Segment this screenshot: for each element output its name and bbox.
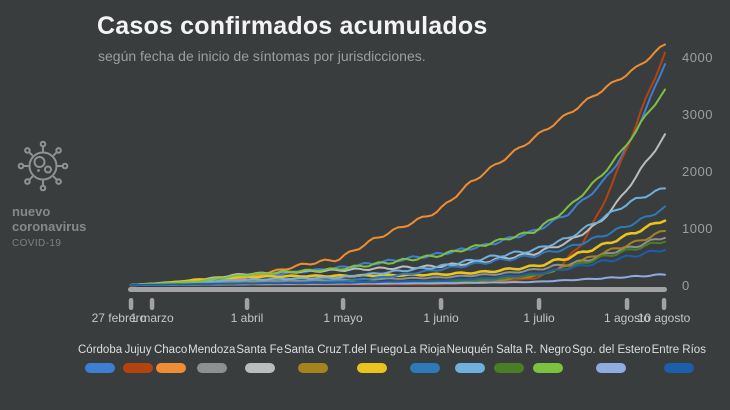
legend-label: Santa Fe (236, 344, 284, 356)
coronavirus-icon (17, 140, 69, 192)
legend-item-córdoba: Córdoba (78, 344, 122, 373)
timeline-bar (128, 287, 667, 292)
series-line-neuquén (130, 187, 666, 286)
legend-item-sgo-del-estero: Sgo. del Estero (572, 344, 651, 373)
legend-item-mendoza: Mendoza (188, 344, 235, 373)
brand-line-nuevo: nuevo (12, 204, 51, 219)
legend-color-swatch (357, 363, 388, 373)
legend-label: T.del Fuego (342, 344, 403, 356)
legend-color-swatch (196, 363, 227, 373)
legend-item-chaco: Chaco (154, 344, 187, 373)
legend-color-swatch (155, 363, 186, 373)
date-tick-mark (536, 298, 542, 310)
date-tick-mark (149, 298, 155, 310)
legend-label: La Rioja (403, 344, 446, 356)
date-tick-mark (128, 298, 134, 310)
legend-color-swatch (533, 363, 564, 373)
y-axis-tick-label: 3000 (682, 107, 713, 122)
legend-label: Chaco (153, 344, 188, 356)
legend-color-swatch (454, 363, 485, 373)
legend-item-la-rioja: La Rioja (403, 344, 446, 373)
y-axis-tick-label: 0 (682, 278, 690, 293)
date-tick-mark (624, 298, 630, 310)
series-line-r-negro (130, 88, 666, 286)
legend-item-t-del-fuego: T.del Fuego (342, 344, 403, 373)
legend-color-swatch (494, 363, 525, 373)
legend-item-r-negro: R. Negro (525, 344, 571, 373)
legend-label: Salta (496, 344, 523, 356)
legend-color-swatch (244, 363, 275, 373)
date-tick-mark (438, 298, 444, 310)
series-line-chaco (130, 43, 666, 286)
legend-label: Córdoba (78, 344, 123, 356)
date-label-27-febrero: 27 febrero (91, 311, 147, 325)
legend-label: Jujuy (124, 344, 152, 356)
legend-item-santa-fe: Santa Fe (236, 344, 283, 373)
date-tick-mark (661, 298, 667, 310)
page-title: Casos confirmados acumulados (97, 12, 488, 40)
series-line-la-rioja (130, 205, 666, 286)
legend-label: Sgo. del Estero (572, 344, 651, 356)
date-label-1-julio: 1 julio (523, 311, 555, 325)
legend-color-swatch (409, 363, 440, 373)
brand-line-covid19: COVID-19 (12, 238, 62, 249)
legend-label: Mendoza (188, 344, 236, 356)
legend-color-swatch (596, 363, 627, 373)
legend-item-entre-ríos: Entre Ríos (652, 344, 706, 373)
y-axis-tick-label: 2000 (682, 164, 713, 179)
series-line-mendoza (130, 236, 666, 286)
legend-label: Santa Cruz (283, 344, 342, 356)
date-label-1-agosto: 1 agosto (603, 311, 651, 325)
legend-label: Entre Ríos (651, 344, 706, 356)
date-label-10-agosto: 10 agosto (637, 311, 691, 325)
legend-item-salta: Salta (494, 344, 525, 373)
legend-item-jujuy: Jujuy (123, 344, 154, 373)
legend-color-swatch (123, 363, 154, 373)
series-line-entre-ríos (130, 249, 666, 286)
legend-color-swatch (85, 363, 116, 373)
legend-label: Neuquén (446, 344, 494, 356)
legend-color-swatch (663, 363, 694, 373)
legend-color-swatch (297, 363, 328, 373)
y-axis-tick-label: 4000 (682, 50, 713, 65)
date-tick-mark (244, 298, 250, 310)
jurisdictions-legend: Córdoba Jujuy Chaco Mendoza Santa Fe Santa Cr… (78, 344, 706, 373)
legend-label: R. Negro (525, 344, 572, 356)
date-label-1-junio: 1 junio (423, 311, 459, 325)
series-line-jujuy (130, 51, 666, 286)
page-subtitle: según fecha de inicio de síntomas por ju… (98, 48, 426, 64)
date-label-1-mayo: 1 mayo (323, 311, 363, 325)
coronavirus-badge: nuevo coronavirus COVID-19 (12, 136, 87, 249)
legend-item-santa-cruz: Santa Cruz (284, 344, 342, 373)
date-label-1-abril: 1 abril (230, 311, 264, 325)
brand-line-coronavirus: coronavirus (12, 219, 87, 234)
y-axis-tick-label: 1000 (682, 221, 713, 236)
legend-item-neuquén: Neuquén (446, 344, 494, 373)
date-tick-mark (340, 298, 346, 310)
date-label-1-marzo: 1 marzo (130, 311, 174, 325)
